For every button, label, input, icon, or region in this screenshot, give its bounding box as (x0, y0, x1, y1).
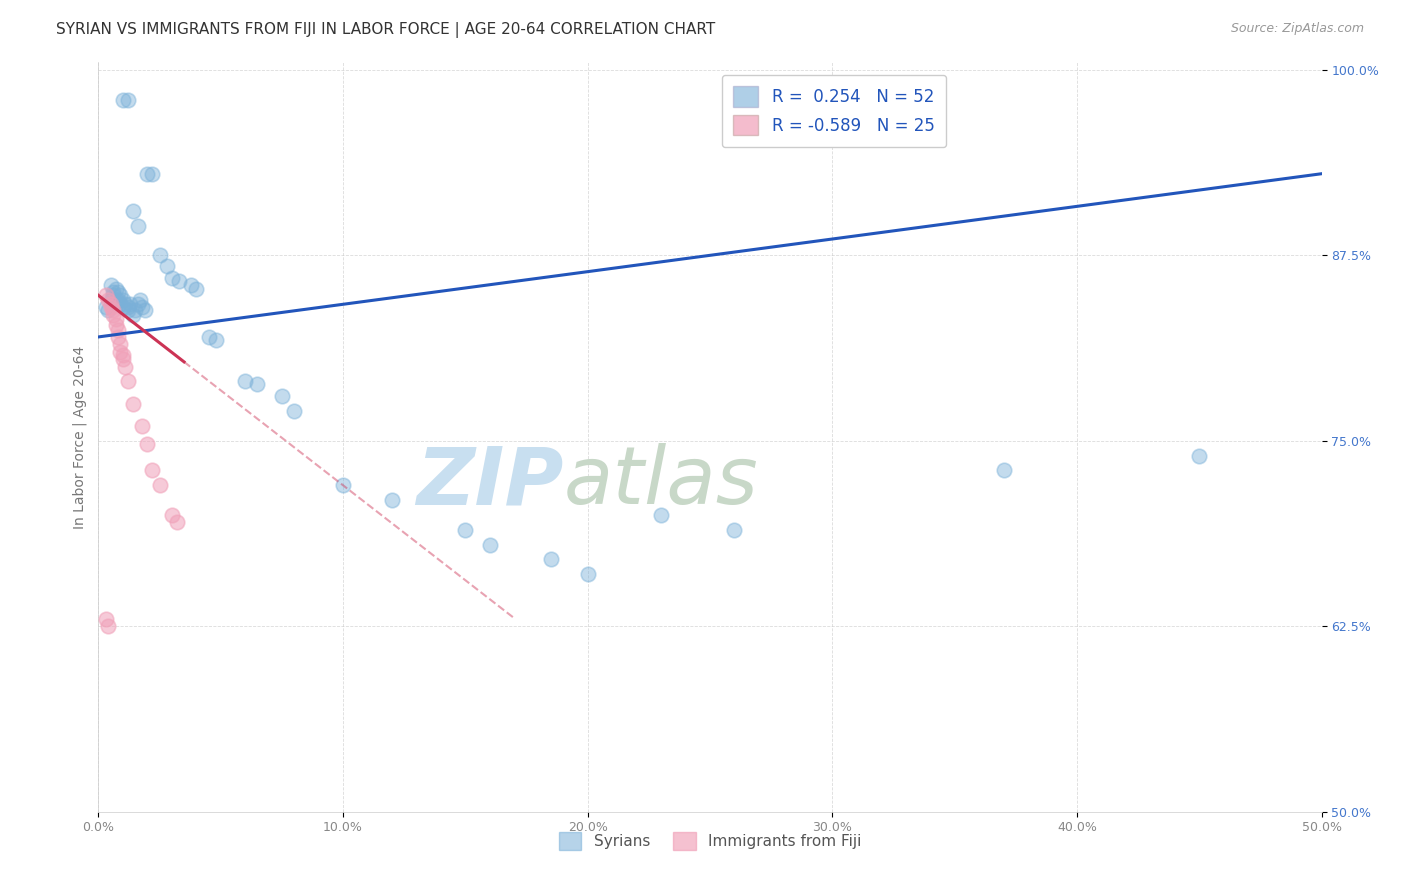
Point (97, 303, 120, 318)
Text: Source: ZipAtlas.com: Source: ZipAtlas.com (1230, 22, 1364, 36)
Point (124, 303, 146, 318)
Point (129, 293, 152, 307)
Point (107, 285, 129, 300)
Point (114, 297, 136, 311)
Point (107, 322, 129, 336)
Point (104, 282, 127, 296)
Text: SYRIAN VS IMMIGRANTS FROM FIJI IN LABOR FORCE | AGE 20-64 CORRELATION CHART: SYRIAN VS IMMIGRANTS FROM FIJI IN LABOR … (56, 22, 716, 38)
Point (149, 248, 172, 262)
Point (270, 389, 294, 403)
Point (127, 297, 149, 311)
Point (186, 282, 208, 296)
Point (111, 93, 134, 107)
Point (104, 312, 127, 326)
Point (100, 278, 122, 293)
Point (101, 308, 124, 322)
Point (1188, 449, 1211, 463)
Point (160, 508, 183, 522)
Point (117, 375, 139, 389)
Point (993, 463, 1015, 477)
Point (136, 436, 159, 450)
Legend: Syrians, Immigrants from Fiji: Syrians, Immigrants from Fiji (553, 826, 868, 856)
Text: atlas: atlas (564, 443, 758, 521)
Point (100, 300, 122, 314)
Point (332, 478, 354, 492)
Point (117, 93, 139, 107)
Point (111, 300, 134, 314)
Point (110, 344, 132, 359)
Point (121, 203, 143, 218)
Point (110, 337, 132, 351)
Point (197, 330, 219, 344)
Point (167, 274, 190, 288)
Text: ZIP: ZIP (416, 443, 564, 521)
Point (454, 523, 477, 537)
Point (134, 303, 156, 318)
Point (100, 293, 122, 307)
Point (94, 300, 117, 314)
Point (160, 270, 183, 285)
Point (576, 567, 599, 582)
Point (94, 612, 117, 626)
Point (101, 285, 124, 300)
Point (104, 318, 127, 332)
Point (117, 300, 139, 314)
Point (149, 478, 172, 492)
Point (121, 397, 143, 411)
Point (136, 167, 159, 181)
Y-axis label: In Labor Force | Age 20-64: In Labor Force | Age 20-64 (73, 345, 87, 529)
Point (156, 259, 179, 273)
Point (381, 493, 404, 508)
Point (111, 352, 134, 367)
Point (540, 552, 562, 566)
Point (723, 523, 745, 537)
Point (100, 297, 122, 311)
Point (650, 508, 672, 522)
Point (97, 293, 120, 307)
Point (104, 293, 127, 307)
Point (101, 303, 124, 318)
Point (141, 463, 163, 477)
Point (131, 419, 153, 434)
Point (205, 333, 228, 347)
Point (121, 308, 143, 322)
Point (107, 293, 129, 307)
Point (110, 297, 132, 311)
Point (180, 278, 202, 293)
Point (141, 167, 163, 181)
Point (233, 375, 256, 389)
Point (246, 377, 269, 392)
Point (131, 300, 153, 314)
Point (478, 538, 501, 552)
Point (127, 219, 149, 233)
Point (107, 330, 129, 344)
Point (110, 288, 132, 302)
Point (117, 303, 139, 318)
Point (114, 359, 136, 374)
Point (94, 288, 117, 302)
Point (97, 619, 120, 633)
Point (101, 288, 124, 302)
Point (120, 297, 142, 311)
Point (283, 404, 305, 418)
Point (166, 516, 188, 530)
Point (111, 293, 134, 307)
Point (111, 348, 134, 362)
